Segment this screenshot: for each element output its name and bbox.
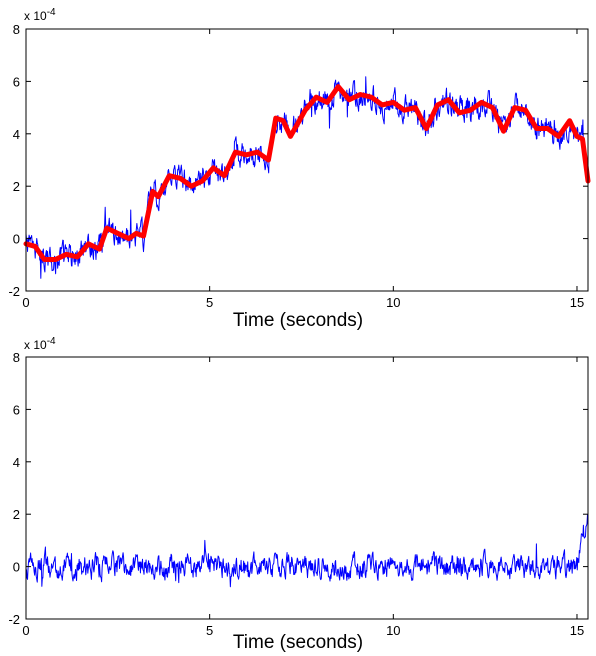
bottom-plot-area <box>26 357 588 619</box>
top-y-tick-label: 4 <box>13 127 20 142</box>
bottom-x-tick-label: 5 <box>206 623 213 638</box>
top-exponent-label: x 10-4 <box>24 7 56 23</box>
top-x-tick-label: 0 <box>22 295 29 310</box>
bottom-x-tick-label: 10 <box>386 623 400 638</box>
top-exponent-base: x 10 <box>24 9 47 23</box>
bottom-y-tick-label: 4 <box>13 455 20 470</box>
bottom-x-tick-label: 0 <box>22 623 29 638</box>
bottom-axes-frame <box>25 356 589 620</box>
bottom-exponent-label: x 10-4 <box>24 336 56 352</box>
top-y-tick-label: 6 <box>13 74 20 89</box>
top-axes-frame <box>25 28 589 292</box>
top-plot-area <box>26 29 588 291</box>
top-series-layer <box>23 76 591 279</box>
bottom-y-tick-label: 8 <box>13 350 20 365</box>
bottom-exponent-power: -4 <box>47 336 56 347</box>
top-smooth-trend-line <box>23 84 591 263</box>
top-y-tick-label: -2 <box>8 284 20 299</box>
bottom-y-tick-label: 2 <box>13 507 20 522</box>
bottom-x-tick-label: 15 <box>570 623 584 638</box>
top-x-tick-label: 10 <box>386 295 400 310</box>
bottom-x-axis-label: Time (seconds) <box>233 632 363 653</box>
bottom-y-tick-label: -2 <box>8 612 20 627</box>
bottom-noisy-series-line <box>25 514 589 588</box>
top-y-tick-label: 0 <box>13 232 20 247</box>
top-y-tick-label: 8 <box>13 22 20 37</box>
top-x-tick-label: 15 <box>570 295 584 310</box>
top-x-tick-label: 5 <box>206 295 213 310</box>
top-exponent-power: -4 <box>47 7 56 18</box>
top-y-tick-label: 2 <box>13 179 20 194</box>
bottom-series-layer <box>25 514 589 588</box>
top-x-axis-label: Time (seconds) <box>233 310 363 331</box>
bottom-y-tick-label: 0 <box>13 560 20 575</box>
bottom-exponent-base: x 10 <box>24 338 47 352</box>
bottom-y-tick-label: 6 <box>13 402 20 417</box>
